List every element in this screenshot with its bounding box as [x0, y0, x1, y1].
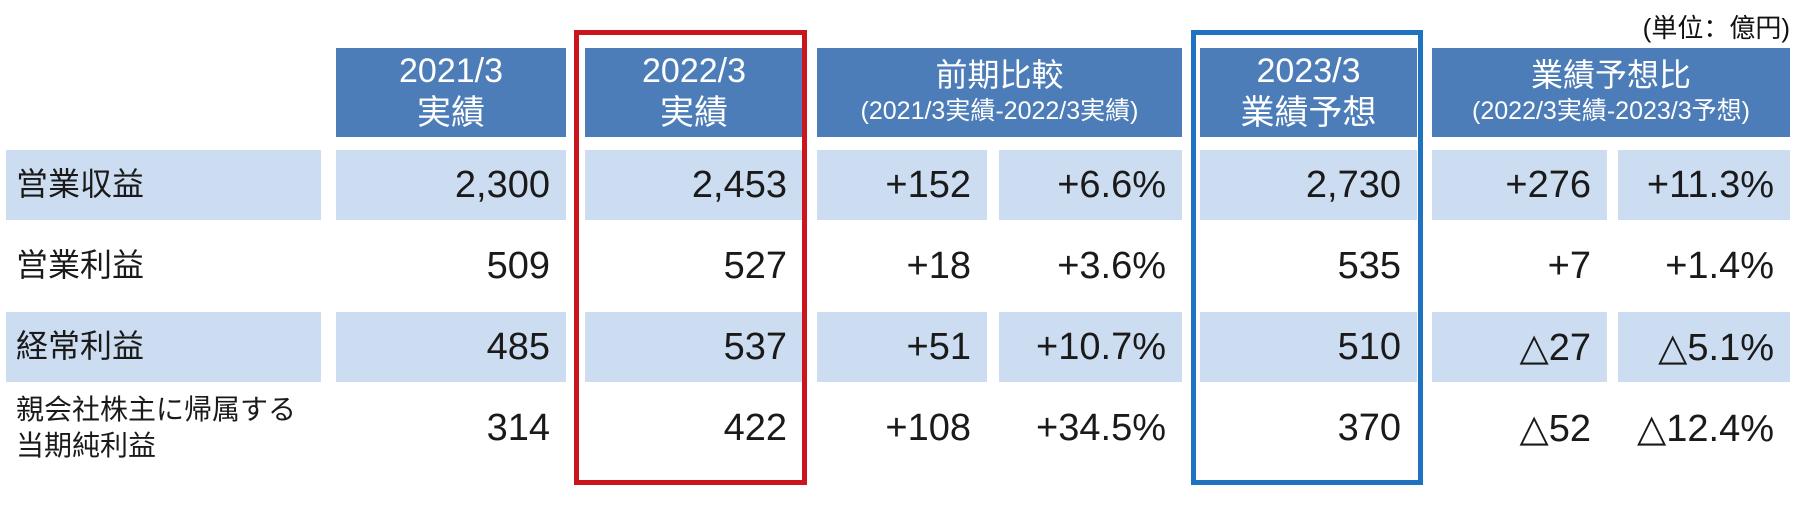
highlight-box-fy2023-forecast: [1191, 30, 1423, 485]
column-header-forecast-comparison: 業績予想比 (2022/3実績-2023/3予想): [1432, 48, 1790, 137]
row-label-ordinary-profit: 経常利益: [6, 312, 321, 382]
column-header-prior-period-comparison: 前期比較 (2021/3実績-2022/3実績): [817, 48, 1182, 137]
row-label-operating-revenue: 営業収益: [6, 150, 321, 220]
value-cell: +7: [1547, 244, 1591, 287]
value-cell: +34.5%: [1036, 406, 1166, 449]
value-cell: +11.3%: [1618, 150, 1790, 220]
column-header-label: 2021/3 実績: [399, 52, 503, 132]
unit-note: (単位：億円): [1642, 13, 1790, 43]
column-header-label: 2022/3 実績: [642, 52, 746, 132]
value-cell: 485: [336, 312, 566, 382]
column-header-title: 業績予想比: [1530, 57, 1691, 94]
value-cell: △12.4%: [1637, 407, 1774, 450]
value-cell: 535: [1337, 244, 1401, 287]
value-cell: +10.7%: [999, 312, 1182, 382]
column-header-label: 2023/3 業績予想: [1240, 52, 1377, 132]
value-cell: △5.1%: [1618, 312, 1790, 382]
value-cell: +3.6%: [1057, 244, 1166, 287]
column-header-fy2023-forecast: 2023/3 業績予想: [1200, 48, 1417, 137]
column-header-subtitle: (2022/3実績-2023/3予想): [1472, 97, 1750, 126]
column-header-fy2021-actual: 2021/3 実績: [336, 48, 566, 137]
value-cell: 2,730: [1200, 150, 1417, 220]
value-cell: 422: [723, 406, 787, 449]
column-header-fy2022-actual: 2022/3 実績: [585, 48, 803, 137]
value-cell: 510: [1200, 312, 1417, 382]
value-cell: 314: [486, 406, 550, 449]
value-cell: +51: [817, 312, 987, 382]
value-cell: +18: [906, 244, 971, 287]
row-label-net-income-attributable-to-parent: 親会社株主に帰属する 当期純利益: [16, 393, 297, 461]
row-label-operating-profit: 営業利益: [16, 247, 145, 284]
column-header-subtitle: (2021/3実績-2022/3実績): [860, 97, 1139, 126]
value-cell: 537: [585, 312, 803, 382]
value-cell: +108: [885, 406, 971, 449]
value-cell: 509: [486, 244, 550, 287]
value-cell: 370: [1337, 406, 1401, 449]
value-cell: 527: [723, 244, 787, 287]
value-cell: 2,453: [585, 150, 803, 220]
value-cell: △52: [1519, 407, 1592, 450]
highlight-box-fy2022-actual: [574, 30, 807, 485]
value-cell: +276: [1432, 150, 1607, 220]
results-table: 2021/3 実績 2022/3 実績 前期比較 (2021/3実績-2022/…: [6, 48, 1790, 463]
value-cell: △27: [1432, 312, 1607, 382]
column-header-title: 前期比較: [935, 57, 1064, 94]
value-cell: +6.6%: [999, 150, 1182, 220]
value-cell: 2,300: [336, 150, 566, 220]
value-cell: +1.4%: [1665, 244, 1774, 287]
value-cell: +152: [817, 150, 987, 220]
